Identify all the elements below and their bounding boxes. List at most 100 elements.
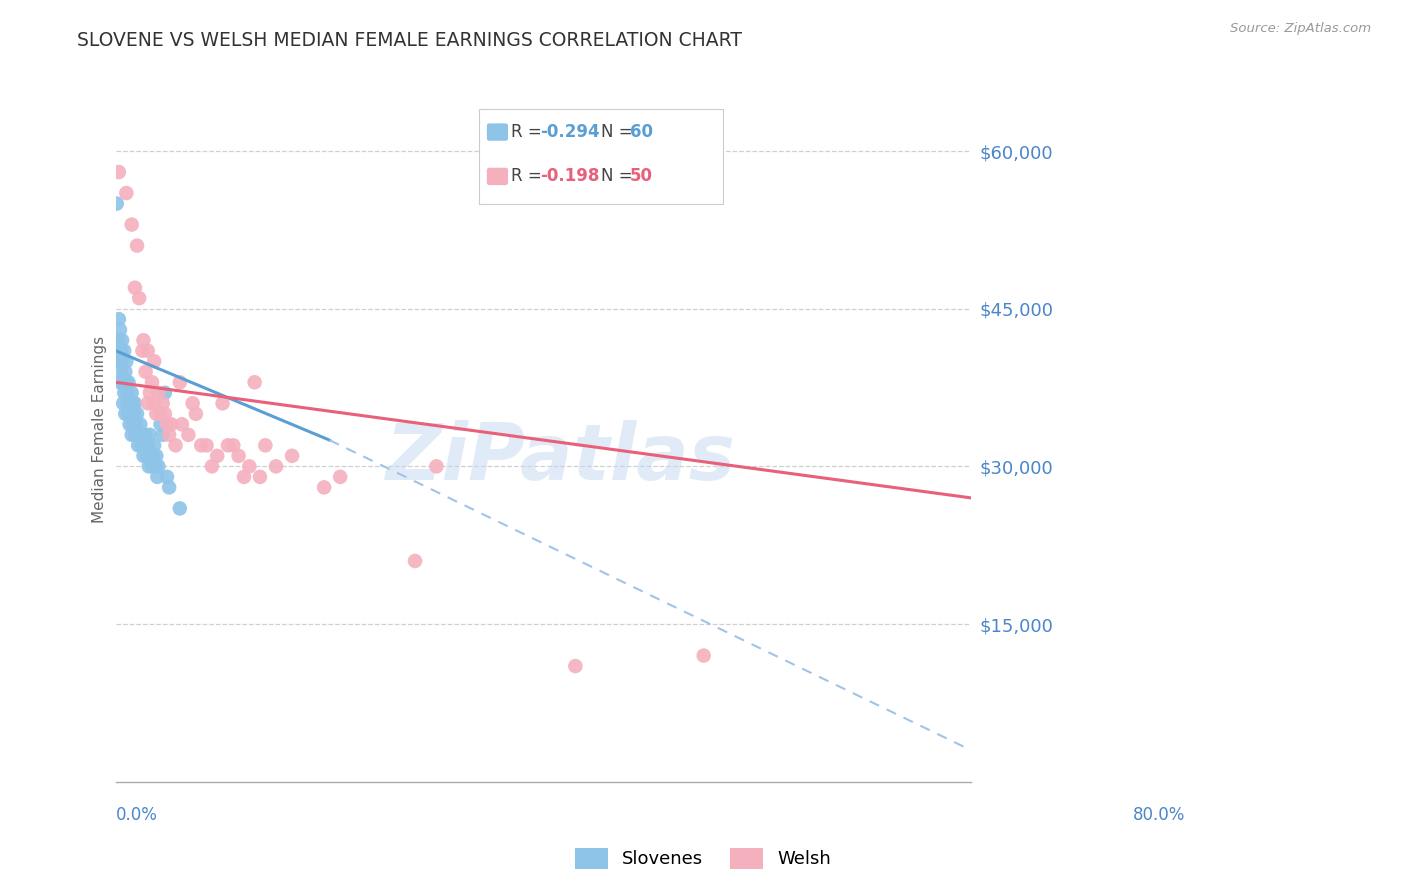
Point <box>121 396 143 410</box>
Point <box>148 385 170 400</box>
Point <box>264 459 287 474</box>
Point <box>117 407 139 421</box>
Point <box>120 407 142 421</box>
Point <box>139 449 162 463</box>
Point <box>169 376 191 390</box>
Point <box>148 459 170 474</box>
Point <box>145 407 167 421</box>
Point <box>143 354 166 368</box>
Point <box>143 438 166 452</box>
Point <box>138 459 160 474</box>
Point <box>177 427 200 442</box>
Point <box>127 438 149 452</box>
Point <box>112 343 135 358</box>
Point <box>108 312 131 326</box>
Point <box>201 459 224 474</box>
Point <box>112 376 135 390</box>
Point <box>217 438 239 452</box>
Point <box>125 407 148 421</box>
Point <box>184 407 207 421</box>
Point <box>121 218 143 232</box>
Point <box>134 438 156 452</box>
Point <box>156 470 179 484</box>
Point <box>125 417 148 432</box>
Point <box>142 449 165 463</box>
Text: ZiPatlas: ZiPatlas <box>385 420 735 496</box>
Point <box>122 407 145 421</box>
Text: 50: 50 <box>630 167 652 185</box>
Point <box>141 459 163 474</box>
Text: N =: N = <box>602 123 638 141</box>
Point <box>117 376 139 390</box>
Point <box>125 238 148 252</box>
Point <box>190 438 212 452</box>
Text: -0.294: -0.294 <box>540 123 599 141</box>
Point <box>124 280 146 294</box>
Point <box>131 343 153 358</box>
Point <box>143 459 166 474</box>
Point <box>108 165 131 179</box>
Point <box>105 196 128 211</box>
Point <box>149 417 172 432</box>
Point <box>157 480 180 494</box>
Point <box>329 470 352 484</box>
Point <box>156 417 179 432</box>
Point <box>169 501 191 516</box>
Point <box>108 323 131 337</box>
Point <box>152 427 174 442</box>
Point <box>131 427 153 442</box>
Point <box>143 396 166 410</box>
FancyBboxPatch shape <box>479 109 723 204</box>
Point <box>118 396 141 410</box>
Text: 0.0%: 0.0% <box>115 806 157 824</box>
Point <box>404 554 426 568</box>
Point <box>115 186 138 200</box>
Point <box>238 459 260 474</box>
Point <box>111 354 134 368</box>
Text: 80.0%: 80.0% <box>1132 806 1185 824</box>
FancyBboxPatch shape <box>486 123 508 141</box>
Point <box>139 427 162 442</box>
Point <box>149 407 172 421</box>
Point <box>121 385 143 400</box>
Text: 60: 60 <box>630 123 652 141</box>
Text: -0.198: -0.198 <box>540 167 599 185</box>
Point <box>153 407 176 421</box>
Point <box>181 396 204 410</box>
Point <box>146 470 169 484</box>
Point <box>135 365 157 379</box>
Point <box>153 385 176 400</box>
Point <box>249 470 271 484</box>
Point <box>254 438 277 452</box>
Legend: Slovenes, Welsh: Slovenes, Welsh <box>568 840 838 876</box>
Point <box>425 459 447 474</box>
Point <box>281 449 304 463</box>
Point <box>115 376 138 390</box>
Point <box>145 449 167 463</box>
Point <box>124 427 146 442</box>
Point <box>110 343 132 358</box>
Point <box>112 385 135 400</box>
Point <box>132 333 155 347</box>
Y-axis label: Median Female Earnings: Median Female Earnings <box>93 336 107 523</box>
Point <box>152 396 174 410</box>
Point <box>117 396 139 410</box>
Point <box>111 333 134 347</box>
Text: N =: N = <box>602 167 638 185</box>
Point <box>222 438 245 452</box>
Point <box>314 480 336 494</box>
Point <box>195 438 218 452</box>
Point <box>121 427 143 442</box>
Point <box>124 396 146 410</box>
Point <box>131 438 153 452</box>
Point <box>114 365 136 379</box>
Point <box>207 449 229 463</box>
Point <box>160 417 183 432</box>
Point <box>564 659 586 673</box>
Point <box>118 417 141 432</box>
Point <box>110 365 132 379</box>
Point <box>132 449 155 463</box>
Point <box>108 354 131 368</box>
Point <box>692 648 714 663</box>
Point <box>128 427 150 442</box>
